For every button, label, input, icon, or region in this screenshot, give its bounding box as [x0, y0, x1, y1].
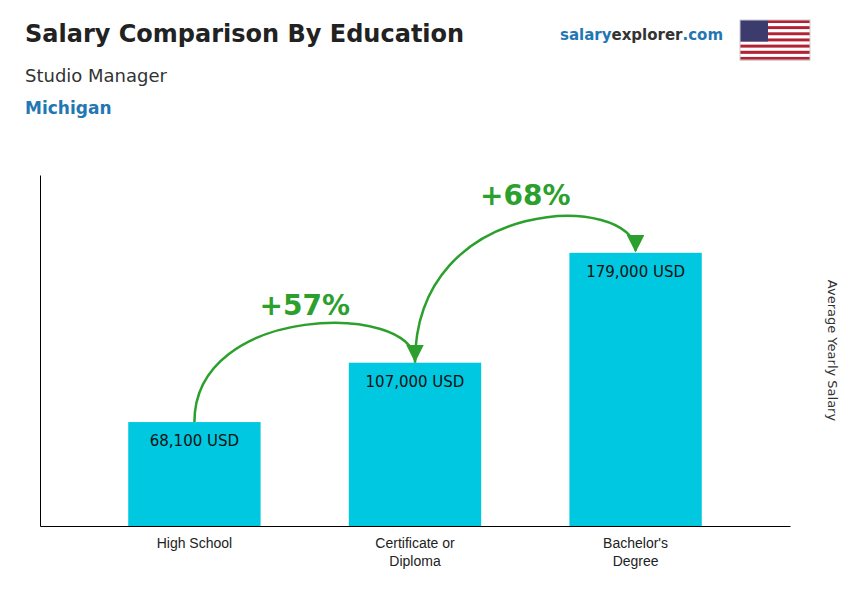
x-tick-label: Certificate orDiploma: [375, 535, 455, 569]
plot: High School Certificate orDiploma Bachelor…: [41, 176, 791, 570]
bar: [349, 363, 481, 526]
subtitle: Studio Manager: [25, 65, 168, 86]
x-tick: High School: [157, 535, 233, 551]
x-tick-label: Bachelor'sDegree: [603, 535, 668, 569]
value-label: 68,100 USD: [150, 432, 239, 450]
flag-stripe: [740, 48, 810, 51]
x-tick-label: High School: [157, 535, 233, 551]
x-axis: High School Certificate orDiploma Bachelor…: [41, 527, 791, 570]
value-label: 179,000 USD: [586, 263, 685, 281]
subtitle: Michigan: [25, 98, 112, 118]
flag-stripe: [740, 51, 810, 54]
arrow: [415, 216, 636, 363]
flag-stripe: [740, 45, 810, 48]
x-tick: Bachelor'sDegree: [603, 535, 668, 569]
chart: Salary Comparison By Education Studio Man…: [0, 0, 850, 606]
title: Salary Comparison By Education: [25, 20, 464, 48]
bars: [128, 253, 702, 526]
bar: [569, 253, 701, 526]
flag: [740, 20, 810, 60]
brand: salary: [560, 26, 612, 44]
arrows: +57% +68%: [194, 179, 635, 422]
annotation: +68%: [480, 179, 570, 212]
annotation: +57%: [259, 289, 349, 322]
y-axis-title: Average Yearly Salary: [825, 280, 840, 422]
brand: explorer: [612, 26, 684, 44]
y-axis: [40, 176, 41, 527]
flag-canton: [740, 20, 768, 42]
flag-border: [740, 20, 810, 60]
x-axis-line: [41, 526, 791, 527]
flag-stripe: [740, 42, 810, 45]
flag-stripe: [740, 54, 810, 57]
bar: [128, 422, 260, 526]
y-axis-line: [40, 176, 41, 527]
arrow: [194, 323, 415, 422]
brand: .com: [683, 26, 724, 44]
value-label: 107,000 USD: [366, 373, 465, 391]
x-tick: Certificate orDiploma: [375, 535, 455, 569]
